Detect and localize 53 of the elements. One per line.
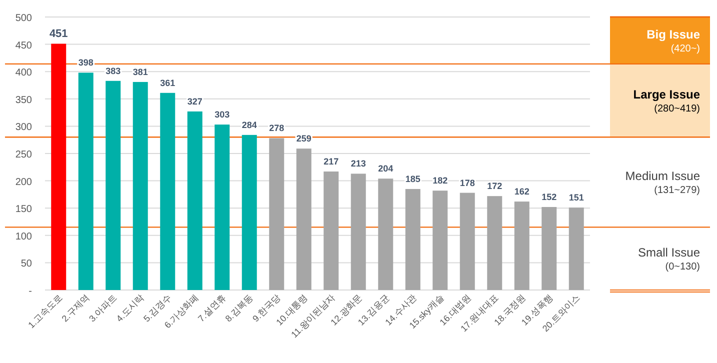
data-label: 278 [269,123,284,134]
data-label: 152 [542,192,557,202]
bar [405,188,420,290]
bar [51,44,66,290]
data-label: 303 [214,110,230,120]
bar [160,92,176,290]
y-tick-label: 100 [15,231,32,242]
text: Large Issue (280~419) [633,88,700,115]
bar [242,134,257,290]
y-tick-label: 250 [15,150,32,160]
bar [296,148,312,290]
text: Small Issue (0~130) [638,246,700,273]
bar [324,172,339,290]
data-label: 217 [324,156,339,167]
data-label: 204 [378,164,394,174]
bar [78,72,94,290]
y-tick-label: 500 [15,13,32,24]
data-label: 178 [460,178,475,188]
y-tick-label: 300 [15,122,32,134]
data-label: 172 [487,181,502,192]
bar [542,207,557,290]
bar [350,174,366,290]
data-label: 185 [405,174,420,184]
data-label: 162 [514,186,530,197]
bar [378,178,394,290]
data-label: 182 [432,176,448,186]
data-label: 151 [568,192,584,203]
bar [460,192,475,290]
bar [269,138,284,290]
data-label: 213 [350,158,366,169]
y-tick-label: 400 [15,68,32,79]
bar [214,124,230,290]
y-tick-label: 150 [15,204,32,216]
data-label: 327 [187,96,202,106]
bar [106,80,121,290]
data-label: 383 [106,66,121,76]
data-label: 451 [49,28,68,40]
bar [514,202,530,290]
bar [487,196,502,290]
y-tick-label: 200 [15,176,32,188]
bar [432,190,448,290]
data-label: 284 [242,120,257,130]
bar [187,111,202,290]
bar [568,208,584,290]
y-tick-label: 50 [20,258,32,270]
bar [132,82,148,290]
text: Medium Issue (131~279) [625,169,700,196]
data-label: 381 [132,66,148,77]
text: Big Issue (420~) [646,27,700,54]
y-tick-label: 450 [15,40,32,52]
data-label: 361 [160,78,176,88]
y-tick-label: - [28,286,32,297]
y-tick-label: 350 [15,94,32,106]
